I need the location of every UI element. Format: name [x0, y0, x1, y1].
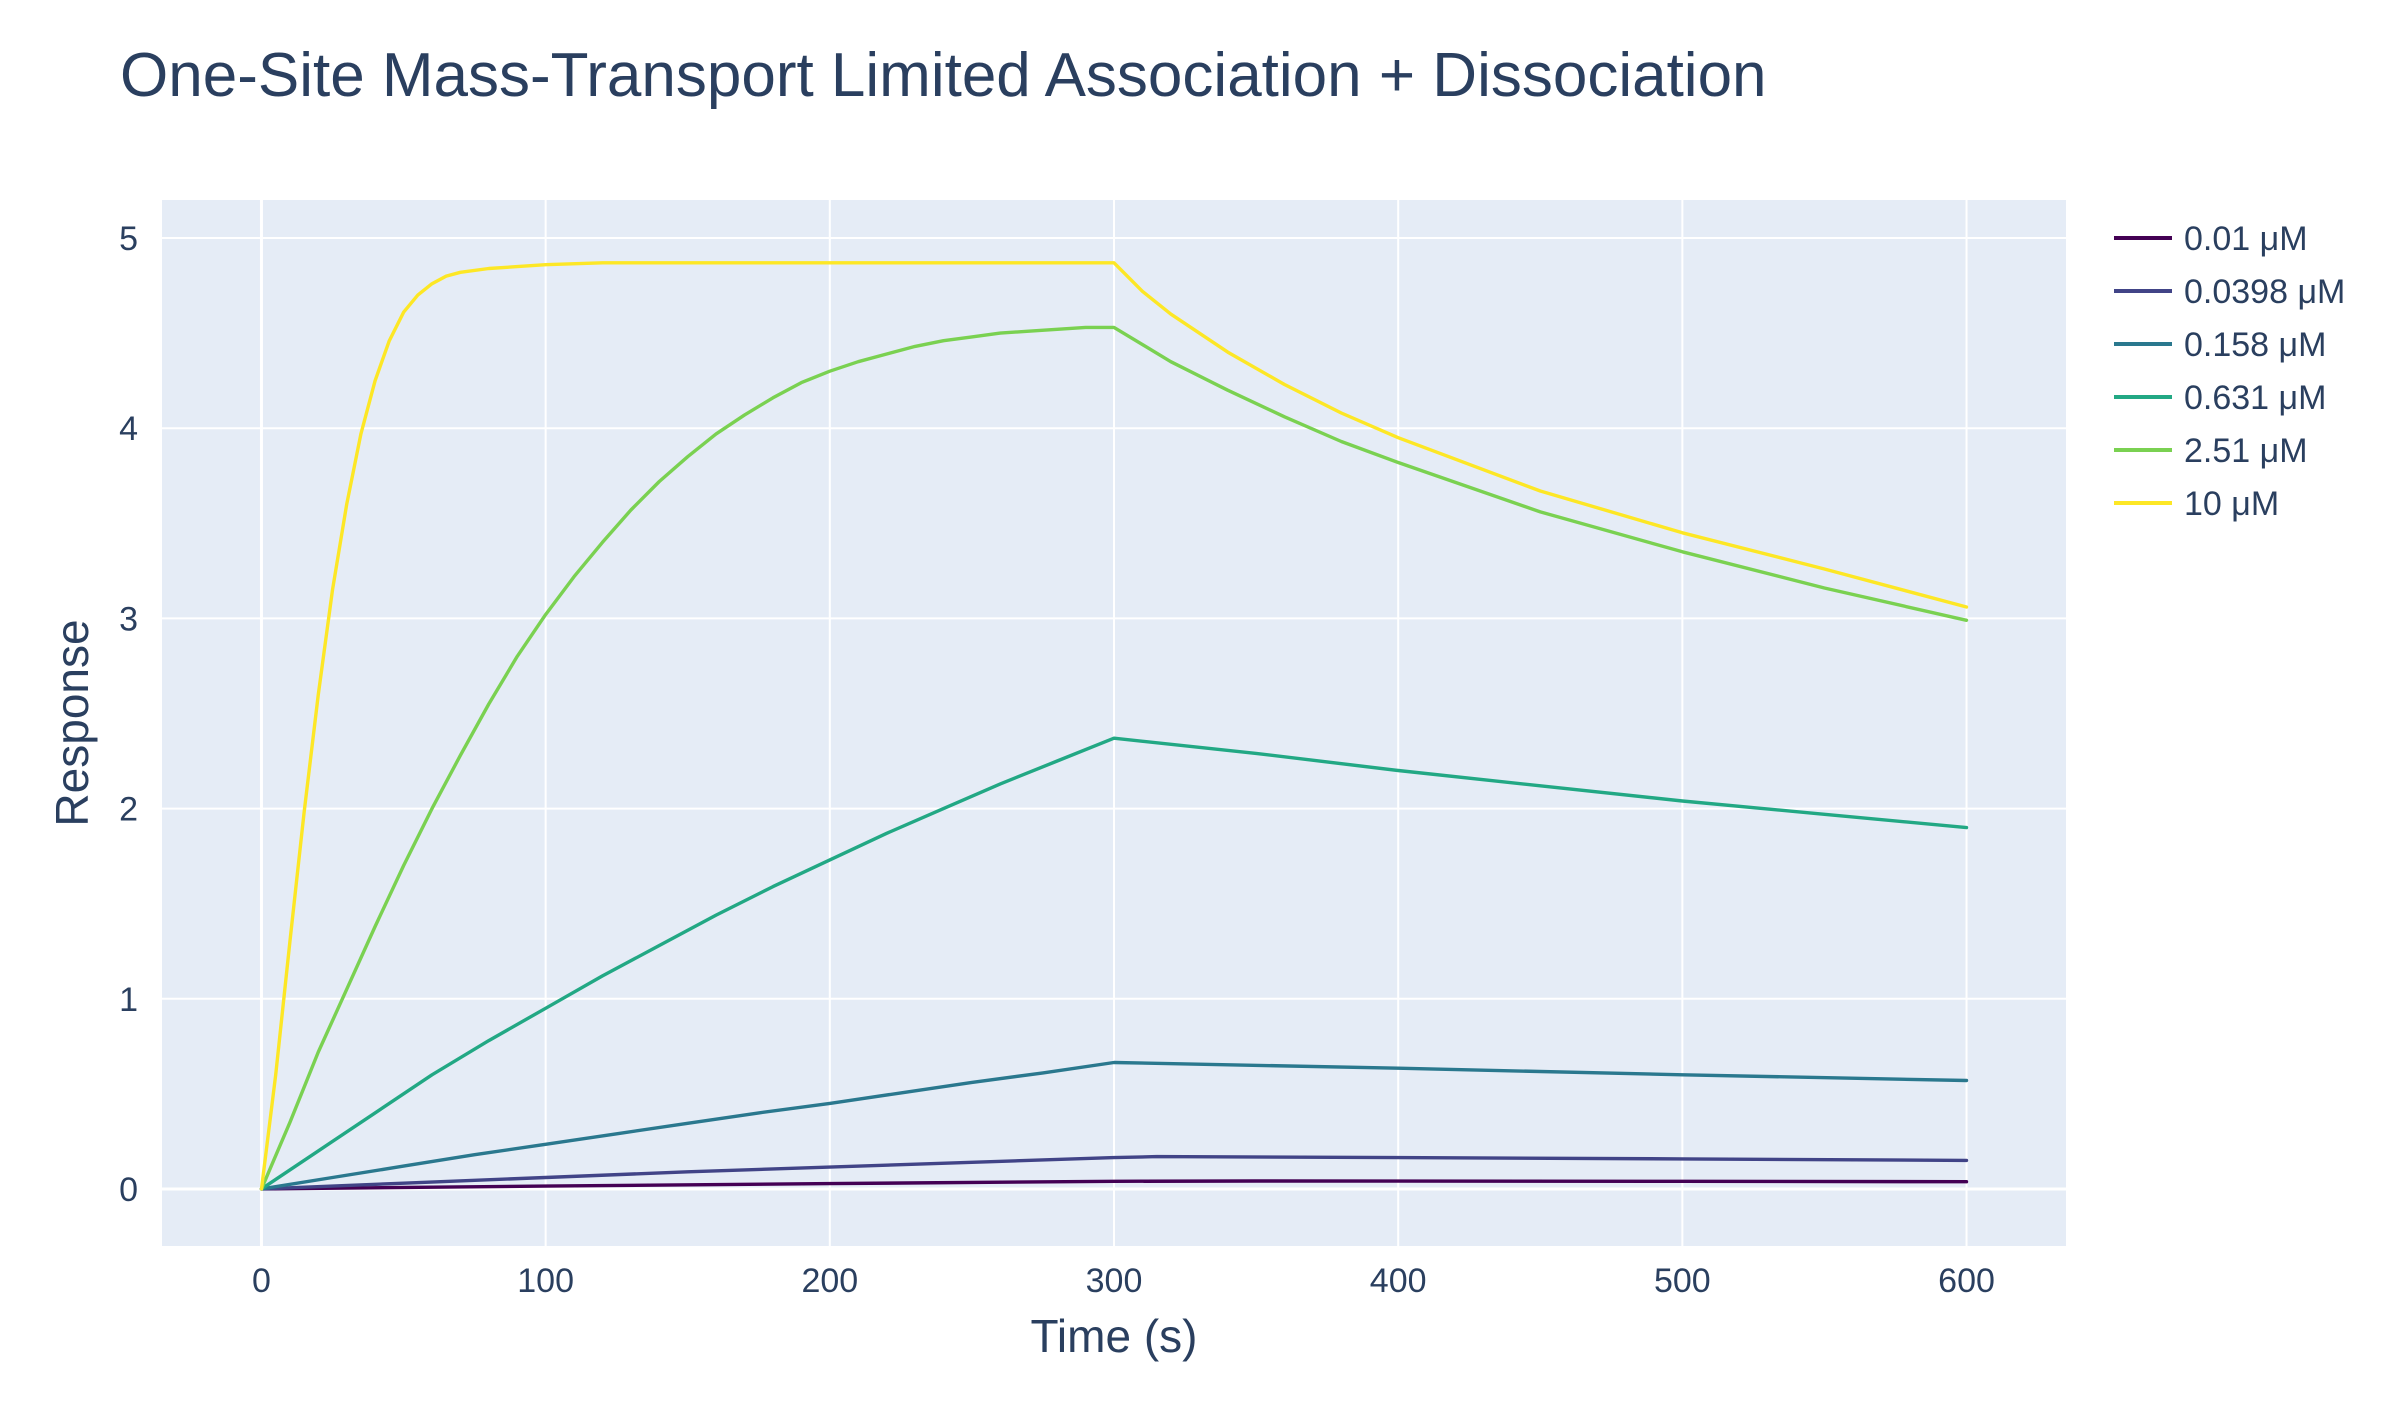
- y-tick-label: 0: [119, 1171, 138, 1209]
- legend-item[interactable]: 10 μM: [2114, 485, 2279, 523]
- y-tick-label: 4: [119, 410, 138, 448]
- series-line: [259, 1154, 1969, 1191]
- y-axis-title: Response: [46, 619, 98, 826]
- y-tick-label: 1: [119, 981, 138, 1019]
- x-tick-label: 400: [1370, 1262, 1427, 1300]
- legend-label: 0.158 μM: [2184, 326, 2326, 364]
- legend-item[interactable]: 0.158 μM: [2114, 326, 2326, 364]
- x-tick-label: 600: [1938, 1262, 1995, 1300]
- legend-label: 0.631 μM: [2184, 379, 2326, 417]
- chart-title: One-Site Mass-Transport Limited Associat…: [120, 41, 1767, 110]
- legend-label: 10 μM: [2184, 485, 2279, 523]
- legend-label: 0.01 μM: [2184, 220, 2308, 258]
- legend-label: 0.0398 μM: [2184, 273, 2345, 311]
- x-axis-title: Time (s): [1031, 1310, 1198, 1362]
- y-tick-label: 3: [119, 600, 138, 638]
- y-tick-label: 2: [119, 791, 138, 829]
- x-tick-label: 500: [1654, 1262, 1711, 1300]
- legend-label: 2.51 μM: [2184, 432, 2308, 470]
- y-tick-label: 5: [119, 220, 138, 258]
- series-line: [259, 736, 1969, 1191]
- legend-item[interactable]: 0.631 μM: [2114, 379, 2326, 417]
- tick-labels: 0 100 200 300 400 500 600 0 1 2 3 4 5: [119, 220, 1995, 1300]
- series-lines: [259, 261, 1969, 1191]
- legend-item[interactable]: 2.51 μM: [2114, 432, 2308, 470]
- x-tick-label: 0: [252, 1262, 271, 1300]
- series-line: [259, 325, 1969, 1191]
- legend-item[interactable]: 0.01 μM: [2114, 220, 2308, 258]
- x-tick-label: 100: [517, 1262, 574, 1300]
- series-line: [259, 1179, 1969, 1191]
- series-line: [259, 1060, 1969, 1191]
- x-tick-label: 200: [801, 1262, 858, 1300]
- series-line: [259, 261, 1969, 1191]
- legend[interactable]: 0.01 μM 0.0398 μM 0.158 μM 0.631 μM 2.51 μM 1…: [2114, 220, 2345, 523]
- x-tick-label: 300: [1086, 1262, 1143, 1300]
- legend-item[interactable]: 0.0398 μM: [2114, 273, 2345, 311]
